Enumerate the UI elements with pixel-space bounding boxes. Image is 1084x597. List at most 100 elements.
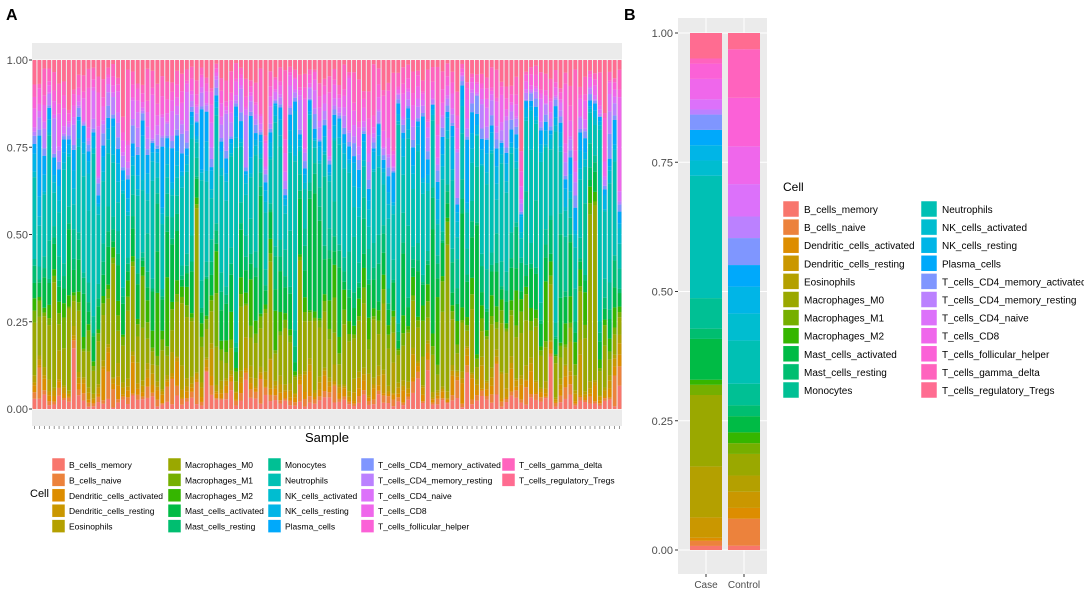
panel-a-bar-segment-t-cells-cd4-memory-activated	[455, 197, 460, 205]
panel-a-bar-segment-t-cells-cd4-memory-resting	[175, 114, 179, 130]
panel-a-bar-segment-mast-cells-activated	[406, 307, 411, 327]
panel-a-bar-segment-mast-cells-resting	[553, 336, 558, 339]
panel-a-bar-segment-mast-cells-activated	[121, 303, 125, 335]
panel-a-bar-segment-macrophages-m2	[573, 342, 578, 365]
panel-a-bar-segment-b-cells-naive	[263, 387, 268, 395]
panel-a-bar-segment-monocytes	[150, 278, 155, 289]
panel-a-bar-segment-t-cells-cd4-memory-activated	[106, 105, 111, 118]
panel-a-bar-segment-t-cells-cd4-naive	[396, 93, 401, 95]
panel-a-bar-segment-t-cells-cd8	[484, 98, 489, 108]
panel-a-bar-segment-t-cells-follicular-helper	[140, 93, 145, 103]
panel-a-bar-segment-macrophages-m2	[366, 317, 371, 340]
panel-a-bar-segment-neutrophils	[37, 225, 42, 267]
panel-a-bar-segment-neutrophils	[406, 138, 411, 226]
panel-a-bar-segment-macrophages-m1	[391, 316, 396, 333]
panel-a-bar-segment-b-cells-naive	[366, 400, 371, 405]
panel-a-bar-segment-b-cells-naive	[445, 402, 450, 404]
panel-a-bar-segment-t-cells-cd8	[204, 91, 209, 104]
panel-a-bar-segment-t-cells-cd4-memory-activated	[460, 81, 465, 86]
panel-a-bar-segment-t-cells-cd8	[440, 102, 445, 116]
panel-a-bar-segment-b-cells-naive	[455, 380, 460, 399]
panel-a-bar-segment-mast-cells-resting	[524, 264, 529, 277]
panel-a-bar-segment-monocytes	[214, 223, 219, 231]
panel-a-bar-segment-mast-cells-resting	[86, 302, 91, 312]
panel-a-bar-segment-t-cells-cd4-memory-resting	[189, 101, 194, 107]
panel-b-bar-segment-case-mast-cells-resting	[690, 328, 722, 339]
panel-a-bar-segment-macrophages-m0	[543, 347, 548, 382]
panel-a-bar-segment-t-cells-follicular-helper	[253, 102, 258, 105]
panel-a-bar-segment-t-cells-regulatory-tregs	[258, 60, 263, 69]
panel-a-bar-segment-macrophages-m1	[509, 310, 514, 316]
panel-a-bar-segment-t-cells-cd4-memory-activated	[47, 105, 52, 108]
panel-a-bar-segment-b-cells-memory	[553, 406, 558, 409]
panel-a-bar-segment-nk-cells-resting	[386, 192, 391, 205]
panel-a-legend-label-nk-cells-activated: NK_cells_activated	[285, 491, 358, 501]
panel-a-bar-segment-t-cells-cd4-memory-activated	[612, 115, 617, 120]
panel-a-bar-segment-t-cells-cd8	[268, 96, 273, 107]
panel-a-bar-segment-t-cells-cd4-memory-resting	[76, 105, 81, 108]
panel-a-bar-segment-plasma-cells	[499, 142, 504, 148]
panel-a-bar-segment-mast-cells-activated	[588, 179, 592, 187]
panel-a-bar-segment-neutrophils	[479, 166, 484, 254]
panel-a-bar-segment-t-cells-follicular-helper	[588, 74, 592, 78]
panel-b-legend-label-mast-cells-resting: Mast_cells_resting	[804, 368, 887, 379]
panel-a-bar-segment-mast-cells-resting	[371, 267, 376, 280]
panel-a-bar-segment-t-cells-cd4-memory-activated	[42, 148, 47, 156]
panel-a-bar-segment-plasma-cells	[106, 117, 111, 129]
panel-a-bar-segment-t-cells-regulatory-tregs	[386, 60, 391, 83]
panel-a-bar-segment-t-cells-follicular-helper	[445, 76, 450, 86]
panel-a-bar-segment-t-cells-cd4-memory-activated	[293, 97, 297, 102]
panel-a-bar-segment-monocytes	[455, 259, 460, 289]
panel-a-bar-segment-monocytes	[219, 272, 224, 292]
panel-a-bar-segment-b-cells-naive	[234, 400, 238, 406]
panel-a-bar-segment-t-cells-cd8	[342, 95, 347, 108]
panel-a-bar-segment-nk-cells-activated	[376, 155, 381, 168]
panel-a-bar-segment-macrophages-m1	[32, 310, 37, 323]
panel-a-bar-segment-t-cells-cd4-naive	[312, 90, 317, 109]
panel-a-bar-segment-nk-cells-resting	[475, 125, 479, 135]
panel-a-legend-label-nk-cells-resting: NK_cells_resting	[285, 506, 349, 516]
panel-a-bar-segment-dendritic-cells-activated	[312, 397, 317, 400]
panel-a-bar-segment-neutrophils	[288, 152, 293, 231]
panel-a-bar-segment-dendritic-cells-activated	[489, 385, 494, 395]
panel-a-bar-segment-t-cells-follicular-helper	[455, 115, 460, 129]
panel-a-bar-segment-dendritic-cells-resting	[612, 358, 617, 367]
panel-a-bar-segment-mast-cells-activated	[593, 171, 597, 192]
panel-a-bar-segment-b-cells-naive	[524, 387, 529, 405]
panel-a-bar-segment-nk-cells-activated	[86, 173, 91, 211]
panel-a-bar-segment-t-cells-cd8	[37, 103, 42, 112]
panel-a-bar-segment-t-cells-cd4-naive	[475, 92, 479, 95]
panel-a-bar-segment-macrophages-m0	[273, 353, 278, 381]
panel-a-bar-segment-t-cells-regulatory-tregs	[396, 60, 401, 73]
panel-b-legend-title: Cell	[783, 180, 804, 194]
panel-a-bar-segment-t-cells-gamma-delta	[470, 73, 474, 78]
panel-a-bar-segment-t-cells-cd4-memory-resting	[504, 120, 509, 148]
panel-a-bar-segment-macrophages-m0	[529, 330, 533, 358]
panel-a-bar-segment-t-cells-follicular-helper	[199, 74, 204, 78]
panel-a-bar-segment-t-cells-regulatory-tregs	[450, 60, 455, 72]
panel-a-bar-segment-macrophages-m1	[258, 316, 263, 329]
panel-a-bar-segment-macrophages-m1	[189, 317, 194, 322]
panel-a-bar-segment-monocytes	[563, 236, 568, 292]
panel-a-bar-segment-t-cells-cd4-naive	[165, 121, 170, 124]
panel-a-bar-segment-dendritic-cells-resting	[239, 377, 243, 383]
panel-a-bar-segment-t-cells-cd8	[101, 106, 106, 121]
panel-a-bar-segment-t-cells-follicular-helper	[416, 75, 420, 87]
panel-a-bar-segment-mast-cells-resting	[420, 282, 425, 285]
panel-a-bar-segment-plasma-cells	[307, 100, 312, 112]
panel-a-bar-segment-t-cells-cd4-memory-activated	[204, 110, 209, 112]
panel-a-bar-segment-nk-cells-activated	[563, 207, 568, 211]
panel-a-bar-segment-nk-cells-resting	[96, 203, 101, 207]
panel-a-bar-segment-t-cells-cd8	[489, 90, 494, 95]
panel-a-bar-segment-plasma-cells	[116, 149, 120, 164]
panel-a-bar-segment-macrophages-m0	[376, 334, 381, 366]
panel-a-bar-segment-dendritic-cells-activated	[327, 386, 332, 393]
panel-a-bar-segment-mast-cells-resting	[101, 261, 106, 275]
panel-a-bar-segment-dendritic-cells-activated	[411, 377, 415, 382]
panel-a-bar-segment-t-cells-cd4-memory-resting	[116, 122, 120, 138]
panel-a-bar-segment-neutrophils	[111, 162, 116, 217]
panel-a-bar-segment-t-cells-cd4-naive	[125, 161, 130, 169]
panel-a-bar-segment-t-cells-cd4-memory-resting	[391, 167, 396, 171]
panel-a-bar-segment-nk-cells-activated	[450, 169, 455, 181]
panel-a-bar-segment-t-cells-cd4-memory-activated	[543, 114, 548, 122]
